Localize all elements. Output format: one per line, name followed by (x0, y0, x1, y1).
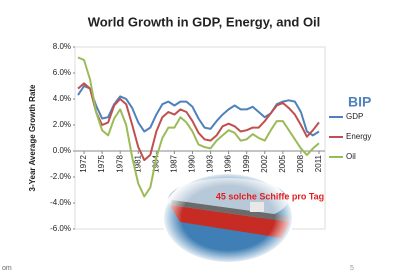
y-tick-label: 8.0% (53, 42, 71, 51)
bip-label: BIP (348, 94, 371, 110)
ship-caption: 45 solche Schiffe pro Tag (216, 191, 324, 201)
x-tick-label: 2008 (296, 154, 305, 172)
x-tick-label: 1990 (188, 154, 197, 172)
page-number: 5 (350, 265, 354, 272)
x-tick-label: 1996 (224, 154, 233, 172)
y-tick-label: 2.0% (53, 120, 71, 129)
y-tick-label: -2.0% (50, 172, 71, 181)
y-tick-label: 4.0% (53, 94, 71, 103)
x-tick-label: 1993 (206, 154, 215, 172)
chart-title: World Growth in GDP, Energy, and Oil (88, 14, 321, 29)
x-tick-label: 2002 (260, 154, 269, 172)
y-tick-label: -6.0% (50, 224, 71, 233)
y-tick-label: 6.0% (53, 68, 71, 77)
slide: World Growth in GDP, Energy, and Oil 3-Y… (0, 0, 393, 276)
y-tick-label: 0.0% (53, 146, 71, 155)
x-tick-label: 1972 (79, 154, 88, 172)
x-tick-label: 1978 (115, 154, 124, 172)
x-tick-label: 1999 (242, 154, 251, 172)
legend-label: GDP (346, 112, 363, 121)
footer-text: om (2, 265, 12, 272)
legend-label: Energy (346, 132, 371, 141)
x-tick-label: 2005 (278, 154, 287, 172)
series-line (78, 57, 319, 196)
ship-image (162, 172, 294, 264)
x-tick-label: 2011 (314, 154, 323, 172)
y-tick-label: -4.0% (50, 198, 71, 207)
y-axis-label: 3-Year Average Growth Rate (28, 84, 37, 192)
x-tick-label: 1975 (97, 154, 106, 172)
legend-label: Oil (346, 152, 356, 161)
series-line (78, 86, 319, 135)
x-tick-label: 1987 (170, 154, 179, 172)
